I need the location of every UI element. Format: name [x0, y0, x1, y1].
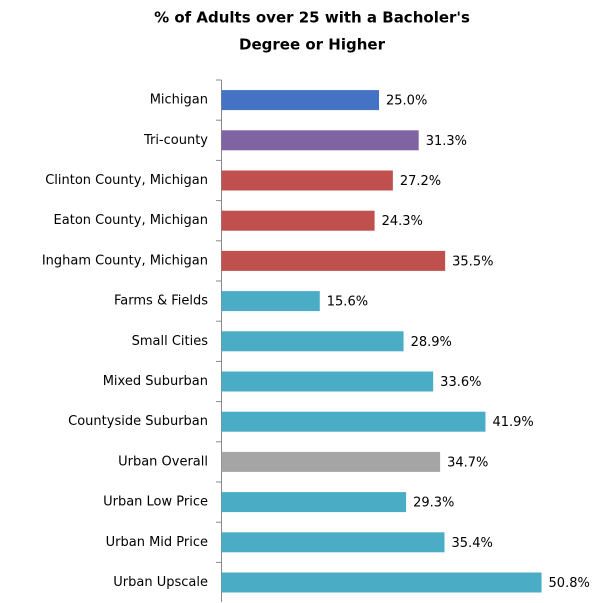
y-tick-label: Mixed Suburban [103, 374, 208, 389]
bar [221, 130, 419, 151]
value-label: 35.4% [452, 536, 493, 551]
y-tick-label: Eaton County, Michigan [54, 213, 208, 228]
y-tick-label: Small Cities [132, 334, 209, 349]
value-label: 24.3% [382, 214, 423, 229]
bar [221, 90, 379, 111]
bar [221, 492, 407, 513]
bar [221, 371, 434, 392]
y-tick-label: Urban Upscale [113, 575, 208, 590]
y-tick-label: Urban Mid Price [106, 535, 208, 550]
y-tick-label: Urban Overall [118, 454, 208, 469]
bar [221, 291, 320, 312]
bar [221, 210, 375, 231]
value-label: 31.3% [426, 134, 467, 149]
bar [221, 451, 441, 472]
value-label: 27.2% [400, 174, 441, 189]
bar [221, 411, 486, 432]
chart-title: Degree or Higher [239, 36, 386, 54]
value-label: 15.6% [327, 295, 368, 310]
value-label: 25.0% [386, 94, 427, 109]
value-label: 35.5% [452, 254, 493, 269]
y-tick-label: Urban Low Price [103, 495, 208, 510]
bar [221, 572, 542, 593]
value-label: 50.8% [549, 576, 590, 591]
bar [221, 250, 446, 271]
y-tick-label: Farms & Fields [114, 294, 208, 309]
chart-title: % of Adults over 25 with a Bacholer's [154, 9, 470, 27]
value-label: 41.9% [492, 415, 533, 430]
bar [221, 331, 404, 352]
y-tick-label: Tri-county [143, 133, 208, 148]
y-tick-label: Ingham County, Michigan [42, 253, 208, 268]
y-tick-label: Michigan [150, 93, 208, 108]
value-label: 29.3% [413, 496, 454, 511]
value-label: 34.7% [447, 455, 488, 470]
bar [221, 532, 445, 553]
y-tick-label: Clinton County, Michigan [45, 173, 208, 188]
value-label: 33.6% [440, 375, 481, 390]
value-label: 28.9% [411, 335, 452, 350]
y-tick-label: Countyside Suburban [68, 414, 208, 429]
bar [221, 170, 393, 191]
